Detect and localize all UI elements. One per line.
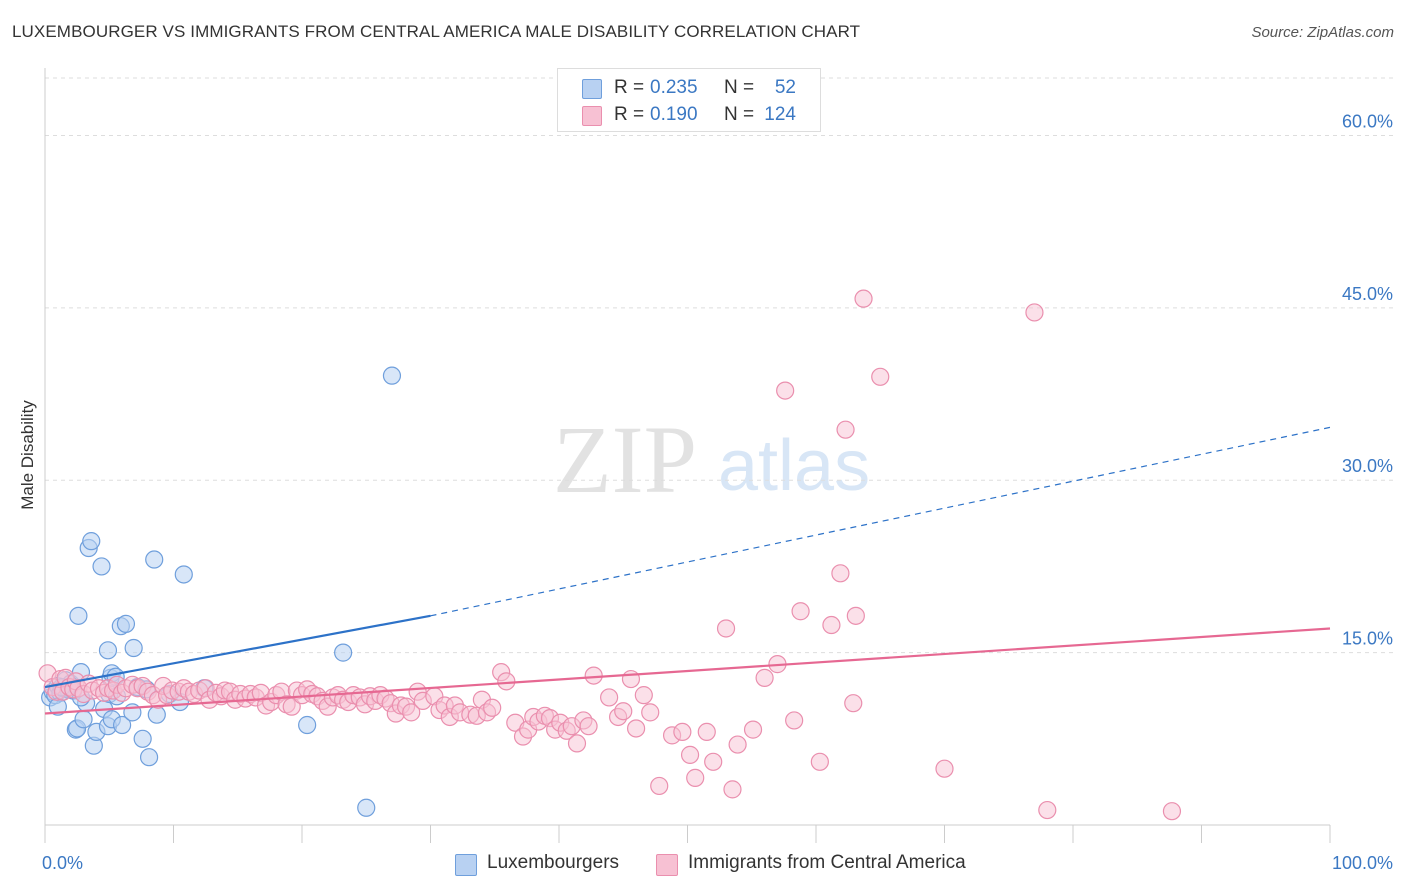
data-point-central-america xyxy=(641,703,660,722)
data-point-central-america xyxy=(483,698,502,717)
correlation-legend: R = 0.235 N = 52 R = 0.190 N = 124 xyxy=(557,68,821,132)
central-america-points xyxy=(38,289,1182,821)
data-point-luxembourgers xyxy=(112,715,132,735)
gridlines xyxy=(45,77,1395,654)
data-point-central-america xyxy=(600,688,619,707)
data-point-central-america xyxy=(785,711,804,730)
data-point-central-america xyxy=(686,768,705,787)
data-point-central-america xyxy=(854,289,873,308)
data-point-central-america xyxy=(1038,800,1057,820)
legend-swatch-blue xyxy=(455,854,477,876)
data-point-central-america xyxy=(680,745,700,764)
data-point-luxembourgers xyxy=(69,606,88,625)
data-point-luxembourgers xyxy=(92,557,111,576)
data-point-central-america xyxy=(567,734,587,753)
legend-r-value: 0.235 xyxy=(650,77,698,98)
data-point-central-america xyxy=(846,606,865,625)
legend-n-label: N = xyxy=(724,77,755,98)
data-point-central-america xyxy=(634,686,653,705)
tick-labels: 15.0% 30.0% 45.0% 60.0% 0.0% 100.0% xyxy=(42,111,1393,873)
legend-swatch-pink xyxy=(656,854,678,876)
data-point-central-america xyxy=(584,666,603,685)
y-tick-label: 30.0% xyxy=(1342,456,1393,476)
trend-line-central-america xyxy=(44,627,1331,715)
watermark: ZIP atlas xyxy=(553,406,870,513)
data-point-central-america xyxy=(626,719,646,738)
x-tick-label: 0.0% xyxy=(42,853,83,873)
source-note: Source: ZipAtlas.com xyxy=(1251,24,1394,41)
data-point-luxembourgers xyxy=(116,614,136,633)
data-point-central-america xyxy=(716,619,736,638)
y-tick-label: 60.0% xyxy=(1342,111,1393,131)
data-point-central-america xyxy=(871,367,890,386)
data-point-luxembourgers xyxy=(74,710,93,729)
data-point-luxembourgers xyxy=(82,532,101,551)
legend-n-value: 52 xyxy=(774,77,796,98)
data-point-central-america xyxy=(704,752,723,771)
y-tick-label: 45.0% xyxy=(1342,284,1393,304)
legend-n-label: N = xyxy=(724,104,755,125)
data-point-central-america xyxy=(497,672,516,691)
y-axis-label: Male Disability xyxy=(18,400,37,510)
legend-swatch-pink xyxy=(582,106,602,126)
data-point-central-america xyxy=(621,669,641,689)
chart-title: LUXEMBOURGER VS IMMIGRANTS FROM CENTRAL … xyxy=(12,22,861,41)
trend-lines xyxy=(44,426,1331,715)
data-point-luxembourgers xyxy=(124,638,143,658)
legend-r-label: R = xyxy=(614,104,645,125)
data-point-central-america xyxy=(844,694,863,713)
legend-n-value: 124 xyxy=(764,104,796,125)
watermark-zip: ZIP xyxy=(553,406,697,513)
data-point-luxembourgers xyxy=(139,748,159,767)
data-point-central-america xyxy=(614,702,633,721)
legend-item-label: Immigrants from Central America xyxy=(688,852,966,873)
data-point-luxembourgers xyxy=(174,565,193,584)
legend-r-value: 0.190 xyxy=(650,104,698,125)
data-point-central-america xyxy=(723,780,742,799)
data-point-central-america xyxy=(402,703,421,722)
data-point-luxembourgers xyxy=(145,550,164,569)
data-point-central-america xyxy=(810,752,829,771)
data-point-central-america xyxy=(1025,303,1044,322)
data-point-central-america xyxy=(743,720,763,739)
data-point-central-america xyxy=(650,776,669,796)
legend-item-label: Luxembourgers xyxy=(487,852,620,873)
watermark-atlas: atlas xyxy=(718,426,870,506)
data-point-luxembourgers xyxy=(133,729,152,748)
data-point-central-america xyxy=(728,735,747,754)
data-point-central-america xyxy=(836,420,855,439)
series-legend: Luxembourgers Immigrants from Central Am… xyxy=(0,852,1406,878)
data-point-luxembourgers xyxy=(357,798,376,817)
x-tick-label: 100.0% xyxy=(1332,853,1393,873)
luxembourgers-points xyxy=(41,366,402,817)
legend-r-label: R = xyxy=(614,77,645,98)
data-point-luxembourgers xyxy=(98,641,118,660)
data-point-central-america xyxy=(822,615,841,635)
data-point-central-america xyxy=(935,759,954,778)
data-point-central-america xyxy=(579,717,598,736)
data-point-central-america xyxy=(1162,802,1182,821)
legend-swatch-blue xyxy=(582,79,602,99)
data-point-central-america xyxy=(673,722,692,742)
data-point-luxembourgers xyxy=(334,643,353,662)
data-point-luxembourgers xyxy=(382,366,402,385)
data-point-central-america xyxy=(697,722,716,742)
data-point-central-america xyxy=(831,564,850,583)
data-point-central-america xyxy=(755,668,774,687)
y-tick-label: 15.0% xyxy=(1342,629,1393,649)
data-point-central-america xyxy=(791,602,810,621)
data-point-central-america xyxy=(776,381,795,400)
trend-line-luxembourgers xyxy=(44,614,431,689)
data-point-luxembourgers xyxy=(298,715,317,735)
